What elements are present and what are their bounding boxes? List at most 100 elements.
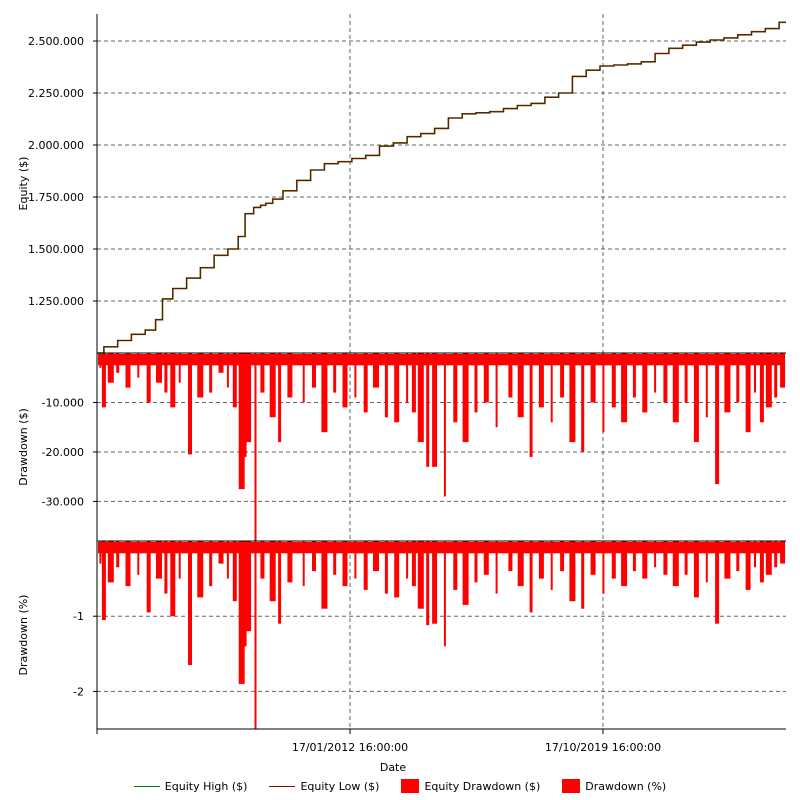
panel-drawdown_pct-drawdown-spike — [508, 541, 513, 572]
panel-drawdown_usd-drawdown-spike — [581, 353, 585, 452]
panel-drawdown_pct-drawdown-spike — [188, 541, 192, 666]
panel-drawdown_pct-drawdown-spike — [269, 541, 276, 602]
panel-drawdown_usd-drawdown-spike — [156, 353, 162, 383]
legend-item-equity-low[interactable]: Equity Low ($) — [269, 780, 379, 793]
panel-drawdown_pct-drawdown-spike — [243, 541, 247, 647]
panel-drawdown_pct-drawdown-spike — [164, 541, 168, 594]
panel-drawdown_pct-drawdown-spike — [384, 541, 388, 594]
x-axis-title: Date — [380, 761, 407, 774]
panel-drawdown_pct-drawdown-spike — [780, 541, 786, 564]
panel-drawdown_usd-drawdown-spike — [238, 353, 245, 490]
panel-drawdown_usd-drawdown-spike — [765, 353, 772, 408]
panel-drawdown_usd-drawdown-spike — [116, 353, 120, 373]
panel-drawdown_usd-drawdown-spike — [621, 353, 628, 423]
panel-drawdown_usd-drawdown-spike — [287, 353, 293, 398]
panel-drawdown_pct-drawdown-spike — [621, 541, 628, 587]
panel-drawdown_usd-drawdown-spike — [529, 353, 533, 457]
panel-drawdown_pct-drawdown-spike — [642, 541, 648, 579]
x-tick-label-0: 17/01/2012 16:00:00 — [292, 741, 408, 754]
panel-drawdown_usd-drawdown-spike — [406, 353, 409, 403]
panel-drawdown_usd-drawdown-spike — [724, 353, 731, 413]
panel-drawdown_pct-drawdown-spike — [529, 541, 533, 613]
panel-drawdown_pct-drawdown-spike — [373, 541, 379, 572]
panel-drawdown_usd-baseline-band — [98, 354, 785, 366]
panel-drawdown_usd-drawdown-spike — [705, 353, 708, 418]
panel-drawdown_pct-drawdown-spike — [246, 541, 252, 632]
panel-drawdown_usd-drawdown-spike — [417, 353, 424, 443]
panel-drawdown_pct-drawdown-spike — [745, 541, 751, 590]
panel-drawdown_pct-drawdown-spike — [125, 541, 131, 587]
panel-drawdown_pct: -1 -2 Drawdown (%) — [17, 540, 786, 729]
panel-drawdown_pct-drawdown-spike — [611, 541, 616, 579]
panel-equity: 1.250.000 1.500.000 1.750.000 2.000.000 2.25… — [17, 14, 786, 354]
panel-drawdown_usd-drawdown-spike — [754, 353, 756, 393]
panel-drawdown_usd-drawdown-spike — [411, 353, 416, 413]
panel-drawdown_pct-drawdown-spike — [178, 541, 181, 579]
panel-drawdown_pct-drawdown-spike — [137, 541, 140, 575]
panel-drawdown_usd-drawdown-spike — [569, 353, 576, 443]
x-tick-label-1: 17/10/2019 16:00:00 — [545, 741, 661, 754]
panel-drawdown_usd-drawdown-spike — [384, 353, 388, 418]
panel-drawdown_pct-drawdown-spike — [693, 541, 699, 598]
panel-drawdown_pct-drawdown-spike — [146, 541, 151, 613]
panel-drawdown_pct-drawdown-spike — [363, 541, 368, 590]
panel-drawdown_usd-drawdown-spike — [780, 353, 786, 388]
panel-drawdown_pct-drawdown-spike — [209, 541, 213, 587]
panel-drawdown_pct-drawdown-spike — [170, 541, 176, 617]
panel-drawdown_pct-drawdown-spike — [99, 541, 102, 564]
panel-drawdown_usd-drawdown-spike — [474, 353, 478, 413]
panel-drawdown_usd-drawdown-spike — [517, 353, 524, 418]
panel-drawdown_pct-drawdown-spike — [765, 541, 772, 575]
panel-drawdown_usd-drawdown-spike — [654, 353, 657, 393]
legend-item-equity-high[interactable]: Equity High ($) — [133, 780, 247, 793]
panel-drawdown_pct-drawdown-spike — [312, 541, 316, 572]
panel-drawdown_pct-drawdown-spike — [560, 541, 565, 572]
panel-drawdown_usd-drawdown-spike — [209, 353, 213, 393]
panel-drawdown_usd-drawdown-spike — [483, 353, 489, 403]
panel-drawdown_usd-drawdown-spike — [342, 353, 348, 408]
panel-drawdown_usd-drawdown-spike — [736, 353, 740, 403]
panel-drawdown_pct-drawdown-spike — [538, 541, 544, 579]
panel-drawdown_usd-drawdown-spike — [269, 353, 276, 418]
panel-drawdown_pct-drawdown-spike — [724, 541, 731, 579]
panel-drawdown_pct-drawdown-spike — [581, 541, 585, 609]
panel-drawdown_pct-drawdown-spike — [705, 541, 708, 583]
panel-drawdown_pct-drawdown-spike — [443, 541, 446, 647]
equity-high-line — [97, 21, 786, 354]
equity-low-line — [97, 21, 786, 354]
panel-drawdown_usd-drawdown-spike — [426, 353, 430, 467]
panel-drawdown_usd-drawdown-spike — [363, 353, 368, 413]
panel-drawdown_usd: -10.000 -20.000 -30.000 Drawdown ($) — [17, 352, 786, 541]
legend-item-equity-drawdown[interactable]: Equity Drawdown ($) — [401, 779, 540, 793]
panel-drawdown_pct-drawdown-spike — [411, 541, 416, 587]
panel-drawdown_pct-drawdown-spike — [426, 541, 430, 626]
panel-drawdown_pct-drawdown-spike — [218, 541, 224, 564]
panel-drawdown_usd-ylabel: Drawdown ($) — [17, 408, 30, 486]
panel-drawdown_usd-drawdown-spike — [312, 353, 316, 388]
panel-drawdown_usd-drawdown-spike — [243, 353, 247, 457]
panel-drawdown_usd-drawdown-spike — [538, 353, 544, 408]
panel-equity-ytick-label-2: 1.750.000 — [28, 191, 84, 204]
panel-drawdown_usd-drawdown-spike — [602, 353, 605, 433]
panel-drawdown_usd-drawdown-spike — [146, 353, 151, 403]
panel-drawdown_pct-drawdown-spike — [287, 541, 293, 583]
panel-drawdown_pct-drawdown-spike — [432, 541, 438, 624]
panel-drawdown_usd-drawdown-spike — [495, 353, 498, 428]
legend-label-equity-drawdown: Equity Drawdown ($) — [424, 779, 541, 793]
chart-panels: 1.250.000 1.500.000 1.750.000 2.000.000 2.25… — [17, 14, 786, 734]
legend-label-drawdown-pct: Drawdown (%) — [585, 779, 667, 793]
panel-drawdown_pct-drawdown-spike — [654, 541, 657, 568]
panel-drawdown_usd-drawdown-spike — [462, 353, 469, 443]
panel-drawdown_pct-drawdown-spike — [417, 541, 424, 609]
panel-drawdown_usd-drawdown-spike — [137, 353, 140, 378]
panel-drawdown_pct-drawdown-spike — [333, 541, 337, 575]
panel-drawdown_pct-drawdown-spike — [302, 541, 305, 587]
panel-drawdown_pct-drawdown-spike — [483, 541, 489, 575]
legend-label-equity-low: Equity Low ($) — [300, 779, 380, 793]
panel-equity-ytick-label-3: 2.000.000 — [28, 139, 84, 152]
panel-drawdown_usd-drawdown-spike — [302, 353, 305, 403]
legend-item-drawdown-pct[interactable]: Drawdown (%) — [562, 779, 666, 793]
panel-drawdown_pct-drawdown-spike — [156, 541, 162, 579]
panel-drawdown_pct-drawdown-spike — [550, 541, 553, 590]
